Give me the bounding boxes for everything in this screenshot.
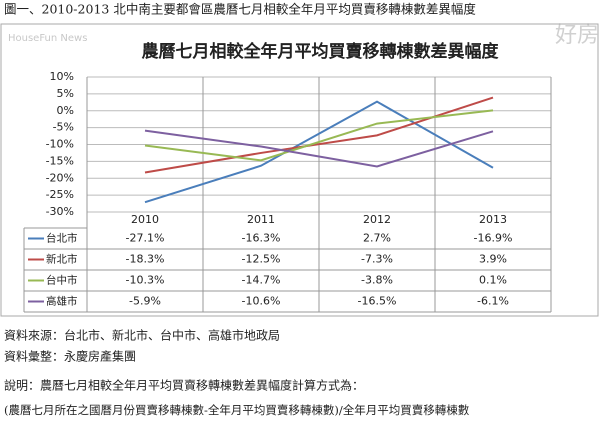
header: 圖一、2010-2013 北中南主要都會區農曆七月相較全年月平均買賣移轉棟數差異… [4,2,476,17]
value-label: -18.3% [126,253,165,266]
note: 資料彙整：永慶房產集團 [4,349,136,364]
value-label: 3.9% [479,253,507,266]
legend-label: 台北市 [46,232,78,245]
legend-label: 高雄市 [46,295,78,308]
y-tick-label: 5% [57,87,74,100]
x-tick-label: 2012 [363,213,391,226]
value-label: -16.5% [358,295,397,308]
logo: 好房 [555,23,599,48]
legend-label: 台中市 [46,274,78,287]
line [144,129,494,168]
y-tick-label: -30% [46,205,74,218]
value-label: -12.5% [242,253,281,266]
x-tick-label: 2010 [131,213,159,226]
value-label: -14.7% [242,274,281,287]
y-tick-label: 0% [57,104,74,117]
y-tick-label: -25% [46,188,74,201]
x-tick-label: 2011 [247,213,275,226]
line [144,109,494,162]
note: (農曆七月所在之國曆月份買賣移轉棟數-全年月平均買賣移轉棟數)/全年月平均買賣移… [4,403,470,417]
line [144,100,494,204]
value-label: -5.9% [129,295,161,308]
value-label: -16.9% [474,232,513,245]
value-label: -16.3% [242,232,281,245]
x-tick-label: 2013 [479,213,507,226]
chart-title: 農曆七月相較全年月平均買賣移轉棟數差異幅度 [142,41,500,62]
note: 說明：農曆七月相較全年月平均買賣移轉棟數差異幅度計算方式為： [4,378,364,393]
value-label: -6.1% [477,295,509,308]
value-label: 2.7% [363,232,391,245]
chart-frame [0,23,599,317]
value-label: -10.3% [126,274,165,287]
y-tick-label: 10% [50,70,74,83]
value-label: -7.3% [361,253,393,266]
value-label: -3.8% [361,274,393,287]
y-tick-label: -5% [53,121,74,134]
y-tick-label: -10% [46,138,74,151]
value-label: -10.6% [242,295,281,308]
legend-label: 新北市 [46,253,78,266]
value-label: 0.1% [479,274,507,287]
note: 資料來源：台北市、新北市、台中市、高雄市地政局 [4,328,280,343]
y-tick-label: -15% [46,154,74,167]
y-tick-label: -20% [46,171,74,184]
watermark: HouseFun News [8,33,87,44]
value-label: -27.1% [126,232,165,245]
